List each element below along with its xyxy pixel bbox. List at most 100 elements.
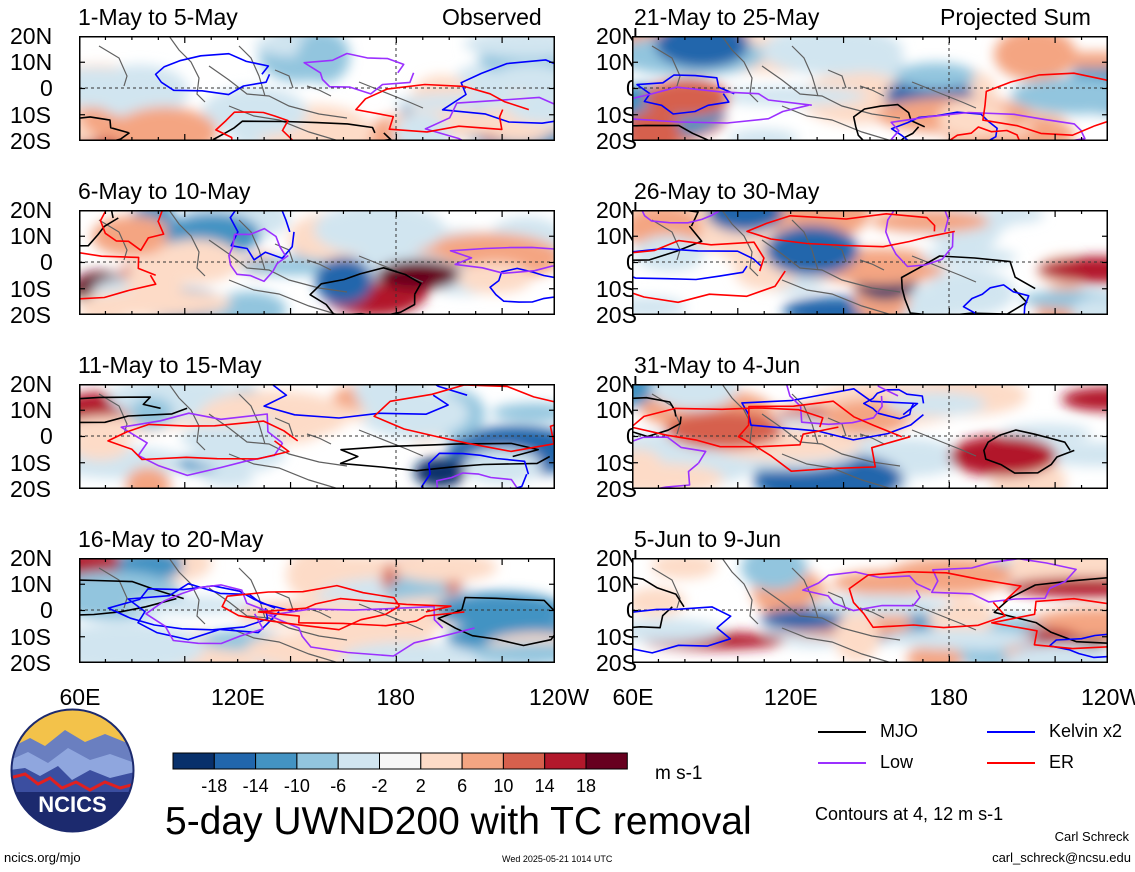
colorbar-tick-label: -10 [284, 776, 310, 796]
wind-anomaly-shading [79, 622, 205, 663]
colorbar-tick-label: 14 [535, 776, 555, 796]
wind-anomaly-shading [949, 435, 1057, 477]
longitude-label: 120E [764, 684, 818, 710]
wind-anomaly-shading [296, 36, 350, 84]
latitude-label: 10S [596, 624, 637, 650]
wind-anomaly-shading [392, 558, 498, 583]
contour-er [737, 400, 911, 472]
colorbar: -18 -14 -10 -6 -2 2 6 10 14 18 [172, 752, 632, 802]
contour-kelvin-x2 [632, 247, 762, 281]
panel-title: 11-May to 15-May [78, 352, 262, 378]
wind-anomaly-shading [823, 399, 911, 436]
colorbar-tick-label: -18 [201, 776, 227, 796]
contour-er [632, 407, 839, 448]
latitude-label: 20S [10, 128, 51, 154]
wind-anomaly-shading [491, 403, 555, 422]
contour-low [145, 584, 275, 645]
wind-anomaly-shading [885, 392, 987, 416]
contour-low [632, 86, 812, 124]
latitude-label: 20S [10, 650, 51, 676]
latitude-label: 20N [10, 23, 53, 49]
panel-title: 26-May to 30-May [634, 178, 820, 204]
latitude-label: 20S [596, 650, 637, 676]
colorbar-swatch [172, 752, 215, 770]
contour-kelvin-x2 [489, 267, 555, 303]
legend-label: ER [1049, 752, 1075, 772]
panel-tag: Projected Sum [940, 4, 1091, 30]
map-panel [632, 36, 1108, 141]
latitude-label: 20N [596, 371, 639, 397]
colorbar-tick-label: 6 [457, 776, 467, 796]
map-panel [632, 384, 1108, 489]
contour-mjo [632, 396, 682, 438]
wind-anomaly-shading [394, 111, 450, 141]
wind-anomaly-shading [938, 99, 1008, 139]
latitude-label: 10S [596, 276, 637, 302]
colorbar-tick-label: 10 [493, 776, 513, 796]
contour-low [785, 384, 899, 426]
wind-anomaly-shading [180, 424, 278, 453]
colorbar-tick-label: 18 [576, 776, 596, 796]
contour-mjo [79, 116, 130, 141]
main-title: 5-day UWND200 with TC removal [165, 800, 752, 843]
colorbar-tick-label: -6 [330, 776, 346, 796]
longitude-label: 60E [612, 684, 654, 710]
contour-low [931, 558, 1077, 603]
latitude-label: 10N [10, 397, 53, 423]
legend-swatch [987, 731, 1035, 733]
wind-anomaly-shading [741, 558, 808, 590]
wind-anomaly-shading [1006, 577, 1108, 597]
legend-label: Low [880, 752, 914, 772]
latitude-label: 10N [10, 223, 53, 249]
colorbar-swatch [544, 752, 587, 770]
contour-er [982, 72, 1108, 136]
contour-low [433, 472, 518, 489]
map-panel [79, 558, 555, 663]
panel-title: 31-May to 4-Jun [634, 352, 801, 378]
contour-mjo [212, 120, 392, 141]
contour-low [424, 96, 555, 141]
wind-anomaly-shading [272, 405, 370, 423]
contour-low [632, 436, 707, 489]
contour-mjo [983, 429, 1075, 474]
panel-tag: Observed [442, 4, 542, 30]
logo-text: NCICS [38, 792, 106, 817]
legend-label: Kelvin x2 [1049, 721, 1123, 741]
wind-anomaly-shading [79, 294, 131, 315]
latitude-label: 20N [10, 545, 53, 571]
panel-title: 5-Jun to 9-Jun [634, 526, 782, 552]
wind-anomaly-shading [632, 618, 724, 643]
contour-kelvin-x2 [420, 452, 530, 489]
latitude-label: 20S [596, 128, 637, 154]
colorbar-tick-label: 2 [416, 776, 426, 796]
wind-anomaly-shading [1061, 387, 1108, 412]
panel-title: 16-May to 20-May [78, 526, 264, 552]
contour-low [802, 571, 931, 612]
footer-url: ncics.org/mjo [4, 850, 81, 865]
latitude-label: 20S [596, 302, 637, 328]
longitude-label: 120W [529, 684, 590, 710]
panel-title: 1-May to 5-May [78, 4, 238, 30]
wind-anomaly-shading [1070, 297, 1108, 315]
colorbar-tick-label: -14 [243, 776, 269, 796]
contour-mjo [79, 579, 184, 616]
map-panel [79, 36, 555, 141]
longitude-label: 120E [211, 684, 265, 710]
contour-mjo [339, 442, 551, 472]
footer-author: Carl Schreck [1054, 829, 1129, 844]
wind-anomaly-shading [212, 291, 287, 315]
latitude-label: 0 [40, 75, 53, 101]
contour-kelvin-x2 [127, 582, 295, 641]
contour-kelvin-x2 [863, 388, 925, 420]
map-panel [79, 384, 555, 489]
latitude-label: 0 [40, 423, 53, 449]
contour-mjo [437, 596, 555, 647]
latitude-label: 10N [596, 571, 639, 597]
latitude-label: 10S [596, 450, 637, 476]
wind-anomaly-shading [202, 468, 255, 487]
contour-kelvin-x2 [229, 210, 295, 261]
colorbar-units: m s-1 [655, 763, 703, 784]
map-panel [632, 210, 1108, 315]
contour-mjo [993, 576, 1108, 644]
latitude-label: 10S [596, 102, 637, 128]
